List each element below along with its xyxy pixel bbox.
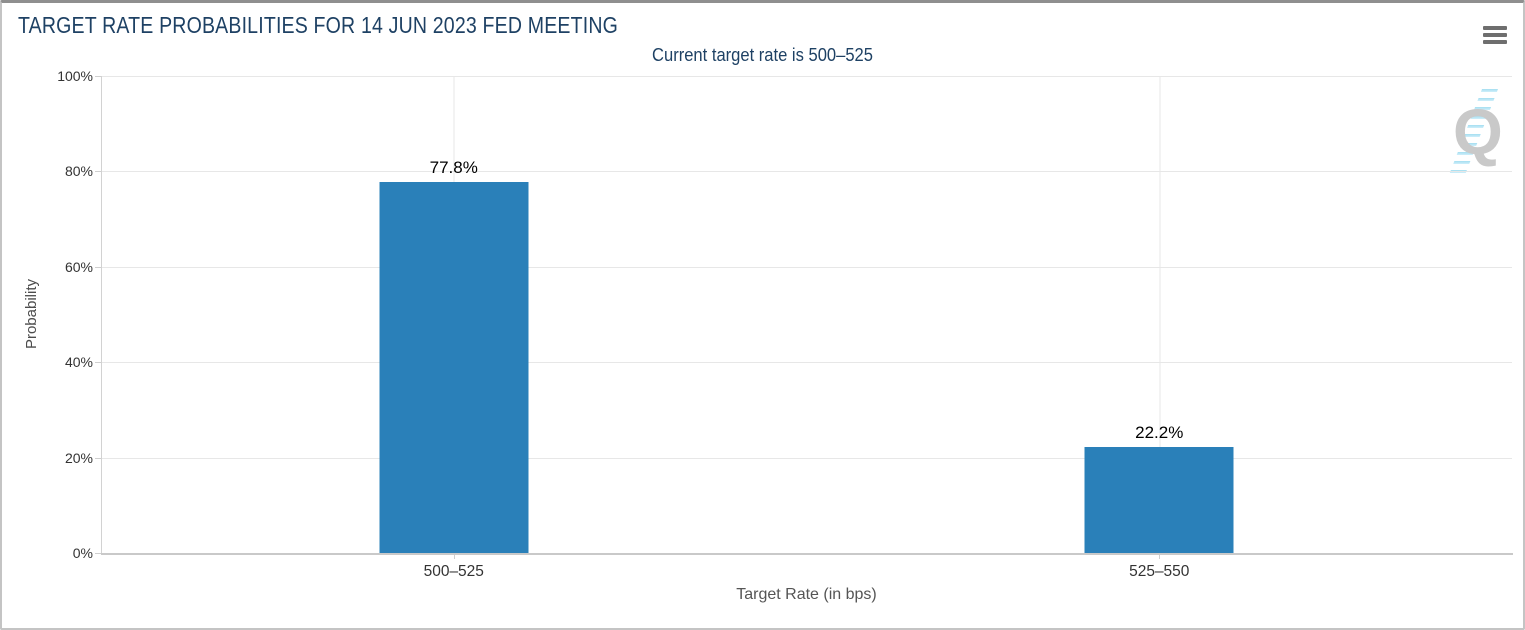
chart-subtitle: Current target rate is 500–525 [652, 45, 873, 65]
y-axis-labels: 100% 80% 60% 40% 20% 0% [2, 68, 93, 561]
y-gridline [95, 362, 1512, 364]
bar-525-550[interactable] [1084, 447, 1234, 553]
y-axis-tick-label: 100% [57, 68, 93, 84]
y-gridline [95, 457, 1512, 459]
hamburger-icon [1483, 26, 1507, 44]
bar-500-525[interactable] [379, 181, 529, 553]
x-gridline [1159, 76, 1161, 553]
chart-title: TARGET RATE PROBABILITIES FOR 14 JUN 202… [18, 12, 618, 38]
bar-group: 22.2% [1084, 76, 1234, 553]
chart-context-menu-button[interactable] [1483, 26, 1507, 46]
plot-area: 77.8% 22.2% 500–525 525–550 [95, 76, 1512, 580]
quikstrike-q-logo-icon: Q [1453, 96, 1503, 168]
y-gridline [95, 171, 1512, 173]
y-gridline [95, 266, 1512, 268]
x-axis-category-label: 500–525 [423, 563, 484, 580]
x-axis-tick [453, 553, 455, 559]
y-axis-tick-label: 20% [64, 449, 93, 466]
y-gridline [95, 76, 1512, 77]
quikstrike-watermark: Q [1440, 87, 1518, 183]
x-axis-title: Target Rate (in bps) [736, 586, 877, 603]
bar-group: 77.8% [379, 76, 529, 553]
y-axis-line [101, 76, 102, 553]
y-axis-tick-label: 80% [64, 163, 93, 180]
bar-value-label: 77.8% [429, 157, 478, 177]
x-axis-category-label: 525–550 [1129, 563, 1190, 580]
y-axis-tick-label: 40% [64, 354, 93, 371]
bar-value-label: 22.2% [1135, 423, 1184, 443]
x-axis-line [101, 553, 1513, 555]
x-axis-tick [1159, 553, 1161, 559]
y-axis-tick-label: 0% [72, 545, 93, 561]
y-axis-tick-label: 60% [64, 258, 93, 275]
